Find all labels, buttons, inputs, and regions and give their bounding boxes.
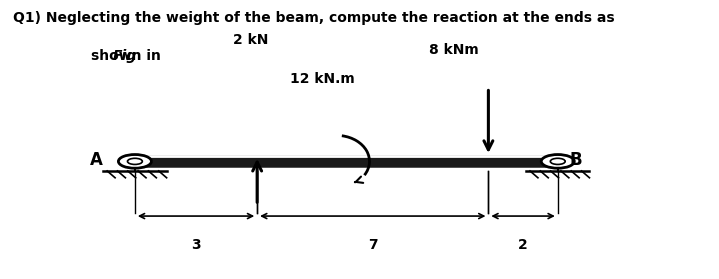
Text: 8 kNm: 8 kNm — [429, 44, 479, 57]
Circle shape — [541, 155, 574, 168]
Text: shown in: shown in — [52, 49, 166, 63]
Text: 2: 2 — [518, 238, 528, 252]
Text: 12 kN.m: 12 kN.m — [290, 72, 355, 86]
Circle shape — [119, 155, 152, 168]
Text: 2 kN: 2 kN — [233, 33, 268, 47]
Text: B: B — [569, 151, 582, 169]
Text: 3: 3 — [191, 238, 201, 252]
Text: A: A — [91, 151, 104, 169]
Text: 7: 7 — [368, 238, 377, 252]
Text: Fig: Fig — [113, 49, 137, 63]
Text: Q1) Neglecting the weight of the beam, compute the reaction at the ends as: Q1) Neglecting the weight of the beam, c… — [13, 11, 614, 25]
